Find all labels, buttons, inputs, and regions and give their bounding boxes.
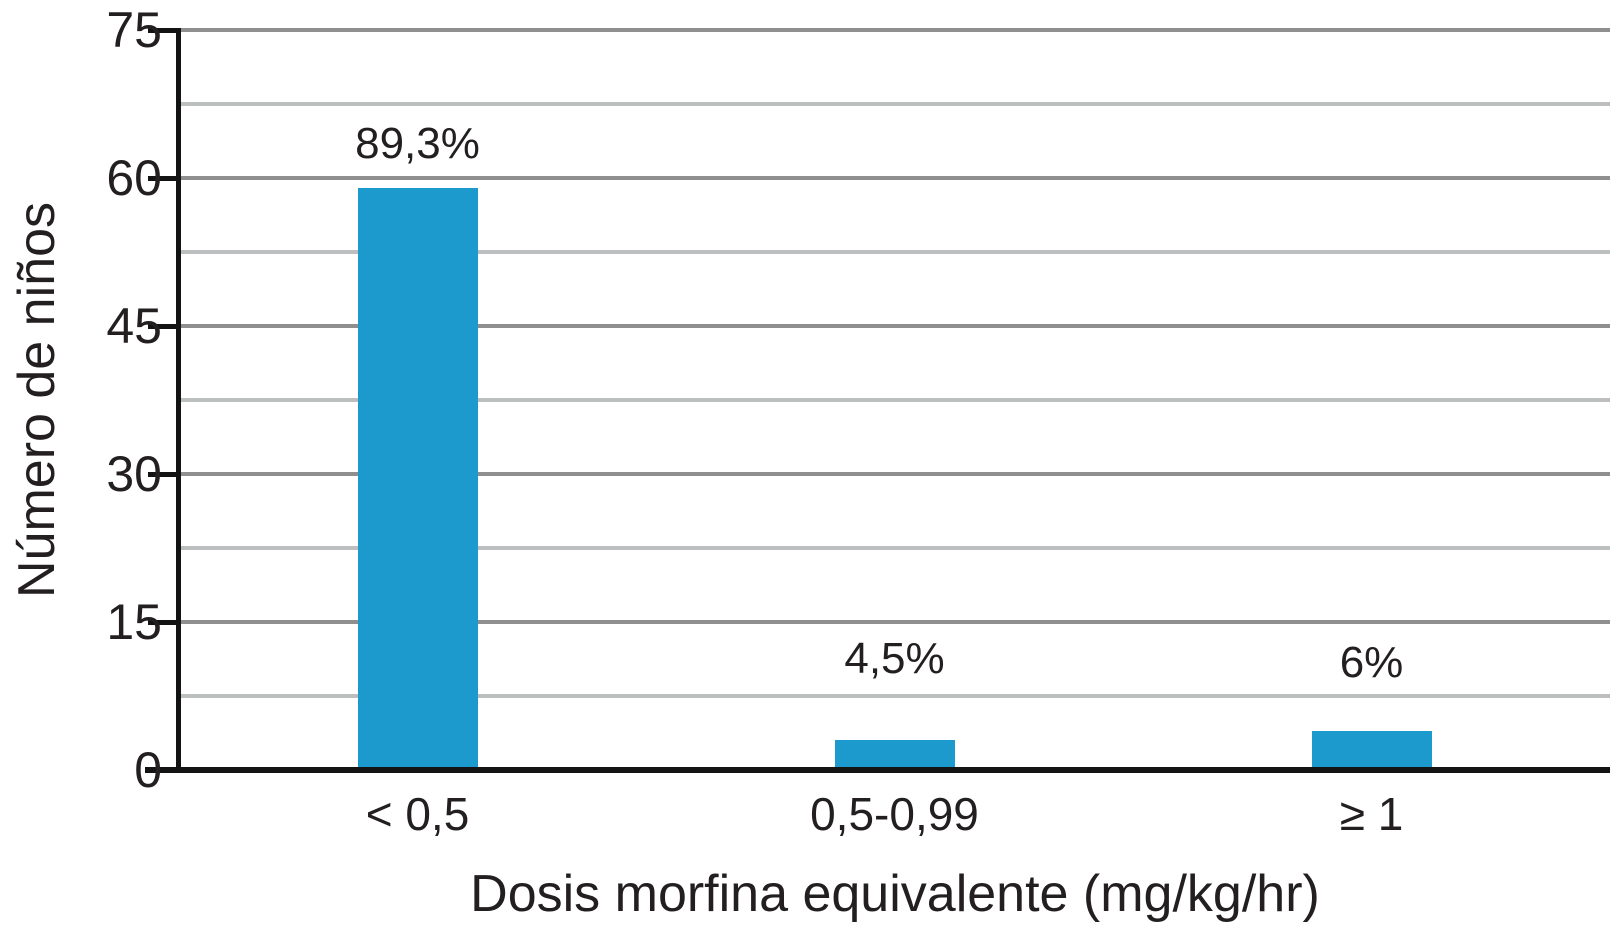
y-tick-mark-0: [148, 768, 178, 773]
y-axis-line: [176, 28, 181, 772]
major-gridline: [179, 176, 1610, 180]
y-tick-label-45: 45: [106, 298, 162, 354]
y-axis-title: Número de niños: [8, 202, 66, 598]
y-tick-mark-75: [148, 28, 178, 33]
bar-1: [357, 187, 478, 770]
y-tick-label-30: 30: [106, 446, 162, 502]
bar-value-label-3: 6%: [1339, 637, 1404, 687]
minor-gridline: [179, 398, 1610, 402]
x-category-label-3: ≥ 1: [1339, 788, 1404, 840]
major-gridline: [179, 324, 1610, 328]
minor-gridline: [179, 546, 1610, 550]
x-category-label-1: < 0,5: [365, 788, 470, 840]
y-tick-label-75: 75: [106, 2, 162, 58]
y-tick-label-60: 60: [106, 150, 162, 206]
x-axis-line: [145, 767, 1610, 773]
minor-gridline: [179, 102, 1610, 106]
y-tick-mark-45: [148, 324, 178, 329]
bar-3: [1311, 730, 1432, 770]
minor-gridline: [179, 694, 1610, 698]
minor-gridline: [179, 250, 1610, 254]
x-category-label-2: 0,5-0,99: [810, 788, 979, 840]
y-tick-mark-15: [148, 620, 178, 625]
y-tick-label-0: 0: [134, 742, 162, 798]
major-gridline: [179, 472, 1610, 476]
y-tick-mark-60: [148, 176, 178, 181]
y-tick-mark-30: [148, 472, 178, 477]
plot-area: 89,3% 4,5% 6%: [179, 28, 1610, 770]
x-axis-title: Dosis morfina equivalente (mg/kg/hr): [470, 865, 1320, 923]
y-tick-label-15: 15: [106, 594, 162, 650]
major-gridline: [179, 620, 1610, 624]
major-gridline: [179, 28, 1610, 32]
bar-value-label-2: 4,5%: [844, 634, 945, 684]
bar-2: [834, 740, 955, 770]
bar-value-label-1: 89,3%: [355, 118, 480, 168]
